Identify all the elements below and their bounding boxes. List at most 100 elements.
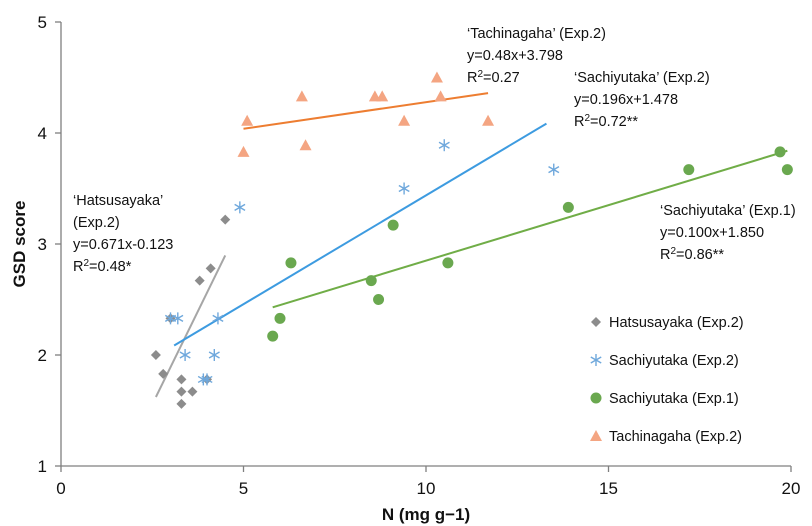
x-tick-label: 5 xyxy=(239,479,248,498)
legend-label: Tachinagaha (Exp.2) xyxy=(609,429,742,445)
annotation-line: R2=0.86** xyxy=(660,246,724,264)
y-tick-label: 4 xyxy=(38,124,47,143)
legend-label: Hatsusayaka (Exp.2) xyxy=(609,315,744,331)
annotation-line: ‘Sachiyutaka’ (Exp.1) xyxy=(660,203,796,219)
data-point xyxy=(434,90,447,102)
data-point xyxy=(234,201,246,214)
data-point xyxy=(430,71,443,83)
legend-item: Hatsusayaka (Exp.2) xyxy=(591,315,744,331)
data-point xyxy=(194,275,205,286)
data-point xyxy=(398,114,411,126)
data-point xyxy=(176,398,187,409)
x-tick-label: 20 xyxy=(782,479,801,498)
annotation-line: ‘Hatsusayaka’ xyxy=(73,193,163,209)
legend-marker xyxy=(590,430,602,441)
data-point xyxy=(158,368,169,379)
data-point xyxy=(205,263,216,274)
series-sachiyutaka-exp-2 xyxy=(164,139,560,386)
asterisk-stroke xyxy=(172,314,184,322)
data-point xyxy=(295,90,308,102)
series-tachinagaha-exp-2 xyxy=(237,71,495,157)
regression-annotation-2: ‘Sachiyutaka’ (Exp.2) y=0.196x+1.478 R2=0.… xyxy=(574,70,710,130)
asterisk-stroke xyxy=(208,351,220,359)
x-axis-title: N (mg g−1) xyxy=(382,505,470,524)
data-point xyxy=(299,139,312,151)
legend-item: Sachiyutaka (Exp.1) xyxy=(590,391,739,407)
x-tick-label: 15 xyxy=(599,479,618,498)
annotation-line: R2=0.72** xyxy=(574,113,638,131)
data-point xyxy=(150,350,161,360)
data-point xyxy=(683,164,695,176)
series-sachiyutaka-exp-1 xyxy=(267,146,793,342)
trendline-tachinagaha-exp-2 xyxy=(243,92,489,130)
data-point xyxy=(387,219,399,231)
data-point xyxy=(398,182,410,195)
regression-annotation-4: ‘Hatsusayaka’ (Exp.2) y=0.671x-0.123 R2=0.4… xyxy=(73,193,173,275)
series-hatsusayaka-exp-2 xyxy=(150,214,231,409)
trendline-sachiyutaka-exp-1 xyxy=(272,149,788,309)
data-point xyxy=(274,312,286,324)
asterisk-stroke xyxy=(234,203,246,211)
data-point xyxy=(285,257,297,269)
data-point xyxy=(172,312,184,325)
asterisk-stroke xyxy=(590,356,602,364)
data-point xyxy=(548,163,560,176)
y-tick-label: 2 xyxy=(38,346,47,365)
data-point xyxy=(442,257,454,269)
data-point xyxy=(373,294,385,305)
data-point xyxy=(774,146,786,158)
annotation-line: (Exp.2) xyxy=(73,215,120,231)
data-point xyxy=(482,114,495,126)
annotation-line: y=0.48x+3.798 xyxy=(467,48,563,64)
trendline-sachiyutaka-exp-2 xyxy=(173,122,547,347)
data-point xyxy=(176,386,187,397)
data-point xyxy=(562,201,574,213)
annotation-line: ‘Sachiyutaka’ (Exp.2) xyxy=(574,70,710,86)
y-tick-label: 5 xyxy=(38,13,47,32)
asterisk-stroke xyxy=(398,184,410,193)
annotation-line: y=0.196x+1.478 xyxy=(574,92,678,108)
asterisk-stroke xyxy=(179,351,191,359)
data-point xyxy=(220,214,231,225)
asterisk-stroke xyxy=(438,141,450,149)
data-point xyxy=(201,373,213,386)
data-point xyxy=(376,90,389,102)
asterisk-stroke xyxy=(212,314,224,322)
data-point xyxy=(187,386,198,397)
axes: 1 2 3 4 5 0 5 10 15 20 N (mg g−1) GSD score xyxy=(10,13,800,524)
regression-annotation-3: ‘Sachiyutaka’ (Exp.1) y=0.100x+1.850 R2=0.… xyxy=(660,203,796,263)
data-point xyxy=(179,349,191,361)
y-tick-label: 1 xyxy=(38,457,47,476)
annotation-line: R2=0.27 xyxy=(467,69,520,87)
trendline-hatsusayaka-exp-2 xyxy=(155,255,227,398)
annotation-line: R2=0.48* xyxy=(73,258,132,276)
data-point xyxy=(365,275,377,287)
legend-label: Sachiyutaka (Exp.2) xyxy=(609,353,739,369)
x-tick-label: 10 xyxy=(417,479,436,498)
data-point xyxy=(212,312,224,325)
legend-item: Sachiyutaka (Exp.2) xyxy=(590,353,739,369)
data-point xyxy=(241,114,254,126)
data-point xyxy=(208,349,220,361)
data-point xyxy=(237,145,250,157)
y-axis-title: GSD score xyxy=(10,201,29,288)
data-point xyxy=(438,139,450,152)
data-point xyxy=(267,330,279,342)
legend-marker xyxy=(591,317,601,327)
data-point xyxy=(781,164,793,176)
asterisk-stroke xyxy=(201,375,213,384)
annotation-line: ‘Tachinagaha’ (Exp.2) xyxy=(467,26,606,42)
data-point xyxy=(176,374,187,385)
legend-marker xyxy=(590,354,602,366)
legend-item: Tachinagaha (Exp.2) xyxy=(590,429,742,445)
asterisk-stroke xyxy=(548,166,560,174)
legend-marker xyxy=(590,392,602,404)
legend-label: Sachiyutaka (Exp.1) xyxy=(609,391,739,407)
annotation-line: y=0.100x+1.850 xyxy=(660,225,764,241)
regression-annotation-1: ‘Tachinagaha’ (Exp.2) y=0.48x+3.798 R2=0.2… xyxy=(467,26,606,86)
x-tick-label: 0 xyxy=(56,479,65,498)
annotation-line: y=0.671x-0.123 xyxy=(73,237,173,253)
y-tick-label: 3 xyxy=(38,235,47,254)
legend: Hatsusayaka (Exp.2) Sachiyutaka (Exp.2) Sa… xyxy=(590,315,744,445)
